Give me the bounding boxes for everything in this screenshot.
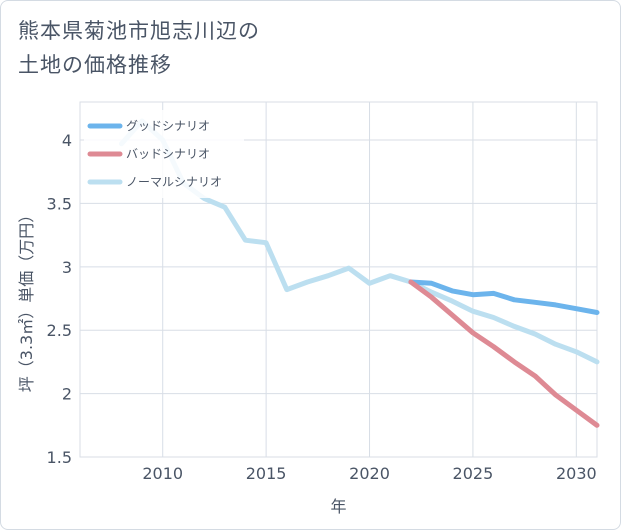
title-line-2: 土地の価格推移 xyxy=(18,53,172,77)
x-tick-label: 2025 xyxy=(453,464,494,483)
y-axis-label: 坪（3.3㎡）単価（万円） xyxy=(17,207,36,392)
chart-title: 熊本県菊池市旭志川辺の 土地の価格推移 xyxy=(18,14,260,82)
grid-lines xyxy=(79,101,598,458)
legend-label: ノーマルシナリオ xyxy=(126,175,222,189)
x-tick-label: 2030 xyxy=(556,464,597,483)
legend-label: グッドシナリオ xyxy=(126,119,210,133)
legend-label: バッドシナリオ xyxy=(126,147,210,161)
x-tick-label: 2015 xyxy=(246,464,287,483)
x-tick-label: 2020 xyxy=(349,464,390,483)
y-tick-label: 3.5 xyxy=(47,194,72,213)
title-line-1: 熊本県菊池市旭志川辺の xyxy=(18,19,260,43)
x-tick-labels: 2010 2015 2020 2025 2030 xyxy=(142,464,596,483)
x-tick-label: 2010 xyxy=(142,464,183,483)
y-tick-labels: 1.5 2 2.5 3 3.5 4 xyxy=(47,131,72,467)
y-tick-label: 4 xyxy=(62,131,72,150)
series-line-2 xyxy=(408,279,600,428)
y-tick-label: 2 xyxy=(62,385,72,404)
x-axis-label: 年 xyxy=(330,497,346,516)
y-tick-label: 3 xyxy=(62,258,72,277)
y-tick-label: 1.5 xyxy=(47,448,72,467)
series-line-1 xyxy=(408,279,600,315)
y-tick-label: 2.5 xyxy=(47,321,72,340)
